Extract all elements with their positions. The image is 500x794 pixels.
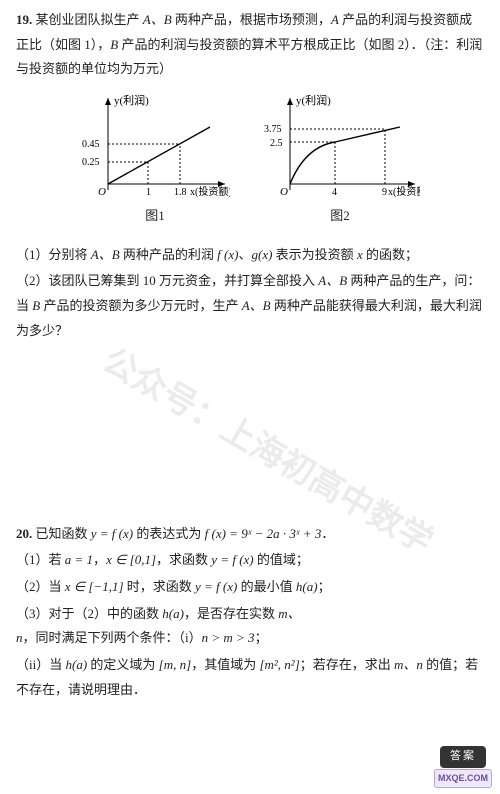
text: ． (321, 526, 334, 541)
figure-2-caption: 图2 (260, 204, 420, 229)
text: ；若存在，求出 (300, 657, 394, 672)
fig2-origin: O (280, 186, 288, 198)
figure-1: y(利润) 0.45 0.25 1 1.8 x(投资额) O 图1 (80, 92, 230, 229)
text: 、 (238, 247, 251, 262)
problem-20-q2: （2）当 x ∈ [−1,1] 时，求函数 y = f (x) 的最小值 h(a… (16, 575, 484, 600)
problem-20-q3: （3）对于（2）中的函数 h(a)，是否存在实数 m、n，同时满足下列两个条件：… (16, 602, 484, 651)
text: 已知函数 (36, 526, 91, 541)
fx: f (x) (217, 247, 238, 262)
text: 的函数； (363, 247, 418, 262)
ha: h(a) (162, 606, 184, 621)
text: （3）对于（2）中的函数 (16, 606, 162, 621)
blank-space (16, 362, 484, 522)
text: 的最小值 (237, 579, 296, 594)
problem-20: 20. 已知函数 y = f (x) 的表达式为 f (x) = 9ˣ − 2a… (16, 522, 484, 703)
problem-19-number: 19. (16, 12, 32, 27)
var-AB: A、B (143, 12, 172, 27)
figure-2: y(利润) 3.75 2.5 4 9 x(投资额) O 图2 (260, 92, 420, 229)
figures-row: y(利润) 0.45 0.25 1 1.8 x(投资额) O 图1 (16, 92, 484, 229)
text: （2）当 (16, 579, 65, 594)
problem-20-q3ii: （ii）当 h(a) 的定义域为 [m, n]，其值域为 [m², n²]；若存… (16, 653, 484, 702)
yfx: y = f (x) (211, 552, 253, 567)
text: （1）分别将 (16, 247, 91, 262)
cond: n > m > 3 (202, 630, 255, 645)
badge-bottom: MXQE.COM (434, 769, 492, 788)
text: ； (255, 630, 268, 645)
text: 某创业团队拟生产 (36, 12, 143, 27)
ha: h(a) (65, 657, 87, 672)
var: A、B (318, 273, 347, 288)
dom: [m, n] (159, 657, 192, 672)
expr: a = 1 (65, 552, 93, 567)
ha: h(a) (296, 579, 318, 594)
problem-20-number: 20. (16, 526, 32, 541)
text: ，同时满足下列两个条件：（i） (23, 630, 202, 645)
text: 的表达式为 (133, 526, 205, 541)
text: ， (93, 552, 106, 567)
fig1-origin: O (98, 186, 106, 198)
var: A、B (91, 247, 120, 262)
figure-1-svg: y(利润) 0.45 0.25 1 1.8 x(投资额) O (80, 92, 230, 202)
fig1-y2: 0.25 (82, 157, 100, 168)
fig2-y2: 2.5 (270, 138, 283, 149)
yfx: y = f (x) (91, 526, 133, 541)
text: （ii）当 (16, 657, 65, 672)
fig1-x1: 1 (146, 187, 151, 198)
text: ，是否存在实数 (184, 606, 278, 621)
fig1-y1: 0.45 (82, 139, 100, 150)
figure-1-caption: 图1 (80, 204, 230, 229)
yfx: y = f (x) (195, 579, 237, 594)
text: 表示为投资额 (272, 247, 357, 262)
fig2-xlabel: x(投资额) (388, 185, 420, 198)
fig1-xlabel: x(投资额) (190, 185, 230, 198)
text: （1）若 (16, 552, 65, 567)
problem-20-stem: 20. 已知函数 y = f (x) 的表达式为 f (x) = 9ˣ − 2a… (16, 522, 484, 547)
fig2-y1: 3.75 (264, 124, 282, 135)
fig1-x2: 1.8 (174, 187, 187, 198)
text: ，求函数 (156, 552, 211, 567)
mn: m、n (394, 657, 423, 672)
text: 两种产品，根据市场预测， (172, 12, 331, 27)
expr: x ∈ [0,1] (106, 552, 156, 567)
expr: f (x) = 9ˣ − 2a · 3ˣ + 3 (205, 526, 322, 541)
gx: g(x) (251, 247, 272, 262)
ran: [m², n²] (259, 657, 299, 672)
badge-top: 答案 (440, 746, 486, 768)
text: （2）该团队已筹集到 10 万元资金，并打算全部投入 (16, 273, 318, 288)
var-A: A (331, 12, 339, 27)
text: 两种产品的利润 (120, 247, 218, 262)
problem-19-q2: （2）该团队已筹集到 10 万元资金，并打算全部投入 A、B 两种产品的生产，问… (16, 269, 484, 343)
fig2-ylabel: y(利润) (296, 93, 331, 107)
problem-20-q1: （1）若 a = 1，x ∈ [0,1]，求函数 y = f (x) 的值域； (16, 548, 484, 573)
problem-19: 19. 某创业团队拟生产 A、B 两种产品，根据市场预测，A 产品的利润与投资额… (16, 8, 484, 344)
expr: x ∈ [−1,1] (65, 579, 124, 594)
fig1-ylabel: y(利润) (114, 93, 149, 107)
page-content: 19. 某创业团队拟生产 A、B 两种产品，根据市场预测，A 产品的利润与投资额… (16, 8, 484, 702)
fig2-x1: 4 (332, 187, 337, 198)
var: A、B (242, 298, 271, 313)
text: 时，求函数 (124, 579, 196, 594)
figure-2-svg: y(利润) 3.75 2.5 4 9 x(投资额) O (260, 92, 420, 202)
text: ； (318, 579, 331, 594)
text: 产品的投资额为多少万元时，生产 (40, 298, 242, 313)
problem-19-q1: （1）分别将 A、B 两种产品的利润 f (x)、g(x) 表示为投资额 x 的… (16, 243, 484, 268)
text: 的值域； (254, 552, 309, 567)
fig2-x2: 9 (382, 187, 387, 198)
problem-19-stem: 19. 某创业团队拟生产 A、B 两种产品，根据市场预测，A 产品的利润与投资额… (16, 8, 484, 82)
text: ，其值域为 (191, 657, 259, 672)
text: 的定义域为 (87, 657, 159, 672)
footer-badge: 答案 MXQE.COM (434, 746, 492, 788)
